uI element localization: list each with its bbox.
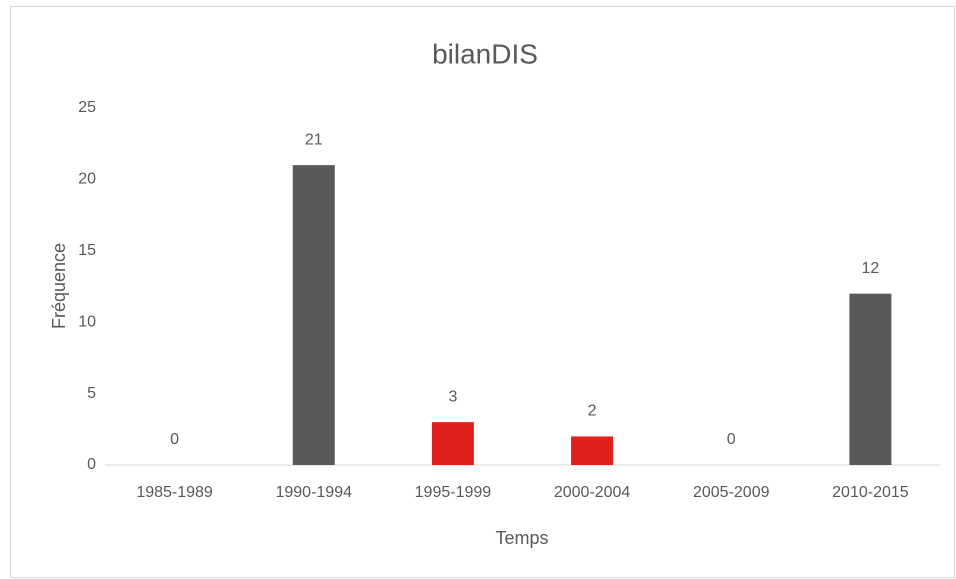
y-axis-title: Fréquence <box>49 243 69 329</box>
data-label: 12 <box>862 260 880 277</box>
data-label: 0 <box>170 431 179 448</box>
x-tick-label: 1985-1989 <box>136 484 213 501</box>
x-tick-label: 1995-1999 <box>415 484 492 501</box>
data-label: 2 <box>588 403 597 420</box>
y-tick-label: 25 <box>78 99 96 116</box>
y-tick-label: 15 <box>78 242 96 259</box>
y-tick-label: 0 <box>87 456 96 473</box>
bar <box>431 422 474 465</box>
bar <box>292 165 335 465</box>
y-tick-label: 5 <box>87 385 96 402</box>
chart-border <box>10 6 955 578</box>
y-tick-label: 10 <box>78 313 96 330</box>
x-tick-label: 1990-1994 <box>275 484 352 501</box>
bar <box>849 293 892 465</box>
data-label: 21 <box>305 131 323 148</box>
data-label: 0 <box>727 431 736 448</box>
data-label: 3 <box>448 388 457 405</box>
x-tick-label: 2000-2004 <box>554 484 631 501</box>
y-tick-label: 20 <box>78 171 96 188</box>
x-tick-label: 2005-2009 <box>693 484 770 501</box>
chart-title: bilanDIS <box>432 38 538 69</box>
x-tick-label: 2010-2015 <box>832 484 909 501</box>
x-axis-title: Temps <box>495 528 548 548</box>
bar <box>571 436 614 465</box>
